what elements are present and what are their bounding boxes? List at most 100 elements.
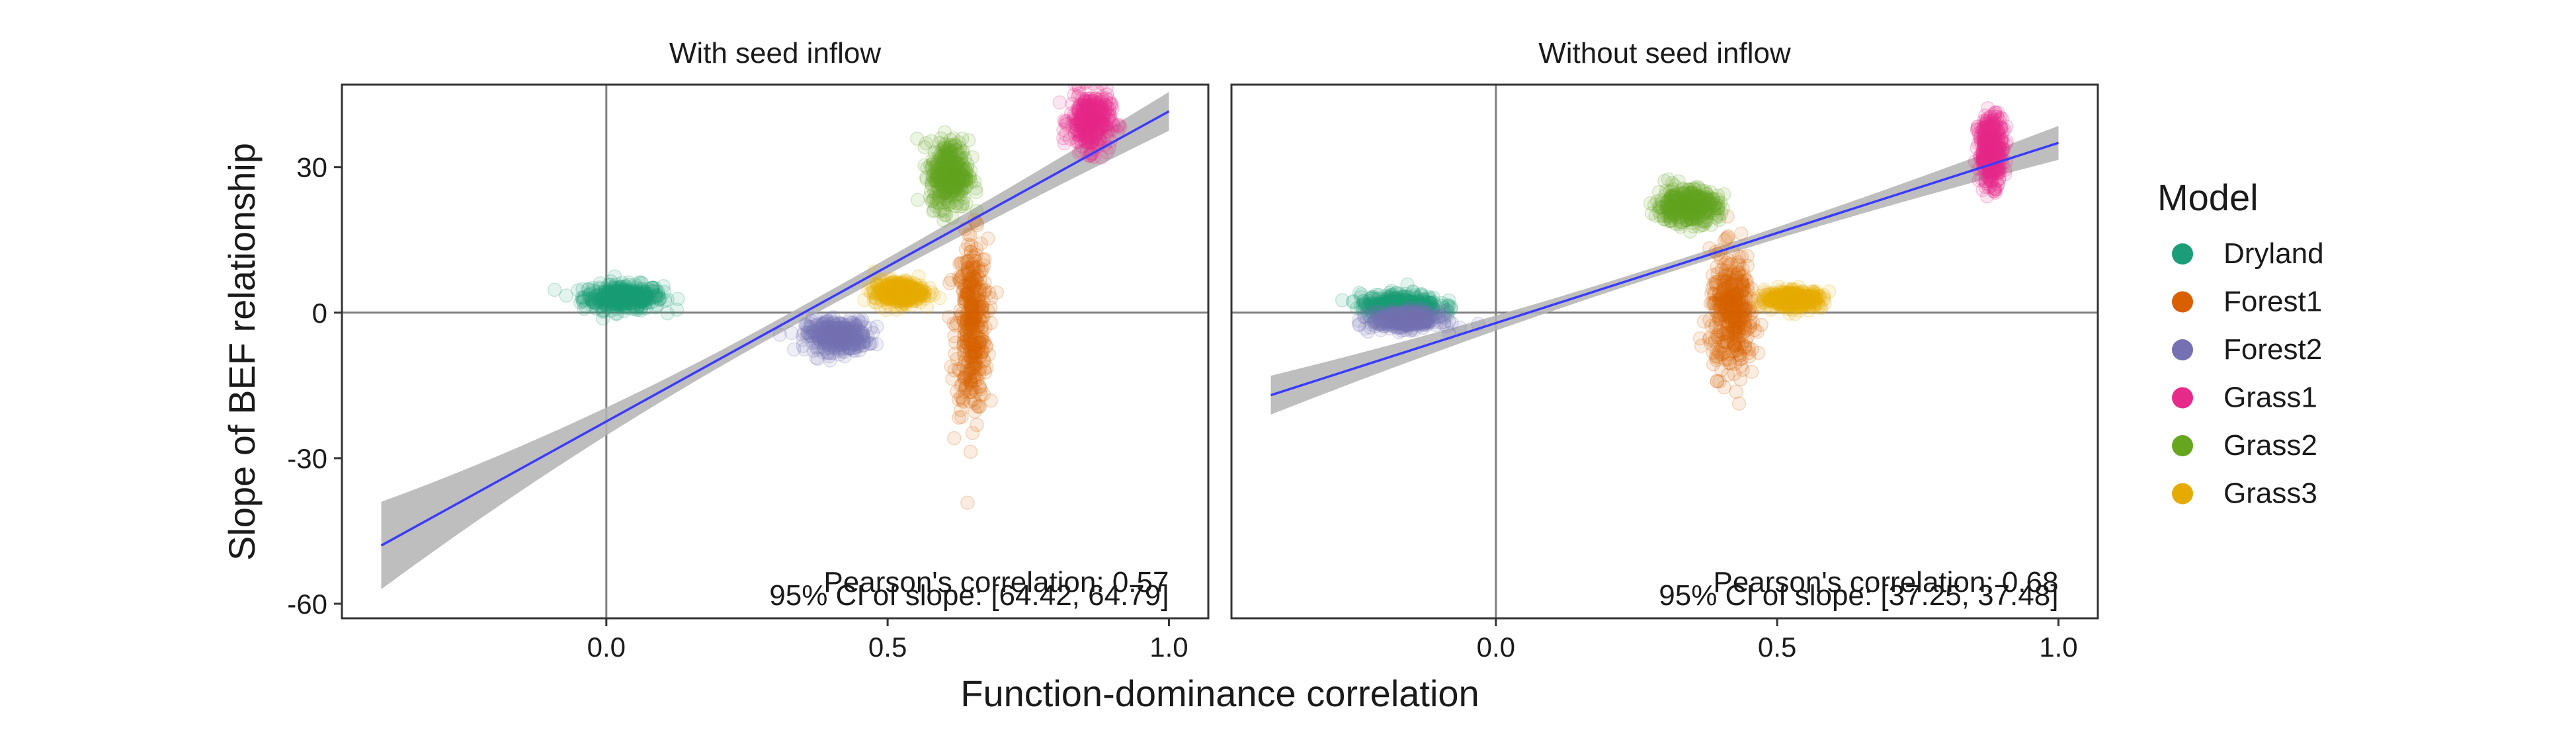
- point-forest2: [847, 337, 862, 352]
- point-grass1: [1077, 124, 1091, 139]
- point-grass2: [947, 153, 962, 169]
- point-grass1: [1067, 126, 1083, 142]
- point-dryland: [609, 302, 624, 316]
- point-grass1: [1102, 102, 1117, 116]
- point-grass1: [1979, 131, 1993, 145]
- point-dryland: [612, 293, 627, 308]
- point-grass2: [938, 185, 952, 200]
- point-forest2: [817, 335, 831, 350]
- point-dryland: [612, 288, 627, 304]
- point-grass1: [1081, 110, 1096, 126]
- point-dryland: [600, 292, 614, 307]
- point-dryland: [616, 282, 631, 297]
- point-forest2: [813, 321, 827, 336]
- point-grass1: [1098, 120, 1113, 136]
- point-grass2: [936, 167, 952, 183]
- point-grass2: [954, 182, 969, 197]
- point-forest2: [842, 341, 857, 356]
- point-dryland: [625, 290, 640, 305]
- point-forest1: [963, 276, 977, 292]
- point-forest1: [964, 309, 978, 323]
- point-grass1: [1071, 145, 1087, 160]
- point-grass1: [1092, 110, 1107, 126]
- point-dryland: [622, 285, 637, 300]
- point-forest2: [852, 343, 867, 358]
- point-grass1: [1084, 118, 1099, 134]
- point-grass2: [945, 174, 960, 189]
- point-forest1: [989, 285, 1005, 300]
- point-forest2: [864, 336, 879, 350]
- series-grass2: [910, 125, 984, 227]
- point-forest1: [963, 337, 978, 351]
- point-dryland: [638, 293, 653, 308]
- legend-label: Grass3: [2223, 477, 2317, 510]
- point-grass1: [1089, 118, 1104, 133]
- point-dryland: [618, 300, 632, 315]
- point-forest2: [822, 320, 837, 335]
- point-dryland: [606, 296, 622, 311]
- point-forest1: [976, 387, 991, 402]
- point-grass2: [951, 171, 966, 185]
- point-dryland: [637, 292, 652, 307]
- point-forest2: [844, 327, 858, 342]
- point-dryland: [624, 289, 640, 304]
- point-grass1: [1081, 108, 1095, 123]
- point-dryland: [638, 288, 653, 304]
- point-grass2: [944, 170, 959, 184]
- point-dryland: [613, 294, 628, 309]
- point-forest1: [968, 339, 983, 353]
- point-dryland: [611, 289, 626, 304]
- point-dryland: [589, 288, 603, 303]
- point-grass2: [923, 184, 938, 198]
- point-forest1: [957, 372, 972, 387]
- point-grass1: [1067, 88, 1081, 102]
- point-grass2: [938, 159, 953, 175]
- confidence-band: [381, 92, 1169, 589]
- point-dryland: [636, 294, 651, 309]
- point-grass1: [1067, 107, 1082, 122]
- point-forest1: [956, 394, 971, 409]
- point-dryland: [606, 293, 620, 307]
- point-forest1: [970, 399, 985, 414]
- point-forest2: [844, 332, 858, 347]
- point-grass1: [1059, 117, 1073, 132]
- point-forest2: [826, 332, 841, 347]
- point-dryland: [636, 282, 650, 296]
- point-forest1: [964, 376, 978, 391]
- point-grass1: [1089, 91, 1103, 106]
- point-forest2: [811, 333, 827, 348]
- point-forest1: [963, 350, 978, 364]
- point-forest2: [817, 327, 832, 343]
- point-forest2: [843, 325, 858, 340]
- point-dryland: [607, 297, 622, 311]
- point-dryland: [634, 276, 649, 291]
- point-forest2: [823, 323, 838, 339]
- legend-label: Dryland: [2223, 237, 2324, 270]
- point-forest2: [819, 322, 835, 337]
- point-dryland: [608, 299, 623, 313]
- point-forest2: [843, 331, 858, 346]
- point-forest1: [973, 348, 988, 364]
- point-forest1: [960, 336, 975, 351]
- point-forest2: [1397, 315, 1413, 331]
- point-forest2: [819, 311, 834, 327]
- point-forest1: [953, 309, 968, 324]
- point-grass1: [1069, 123, 1085, 138]
- point-forest1: [942, 276, 957, 290]
- point-grass2: [948, 178, 963, 192]
- point-forest2: [823, 324, 838, 339]
- point-forest2: [833, 335, 848, 350]
- point-grass1: [1082, 114, 1097, 129]
- point-forest1: [968, 297, 983, 311]
- point-forest2: [827, 325, 841, 341]
- point-forest1: [956, 283, 971, 298]
- point-grass1: [1104, 113, 1118, 128]
- point-forest2: [811, 331, 826, 346]
- point-forest1: [964, 274, 979, 289]
- point-forest2: [816, 330, 831, 345]
- point-dryland: [608, 292, 622, 307]
- point-grass2: [941, 183, 956, 198]
- point-forest1: [1731, 396, 1747, 411]
- point-forest1: [962, 298, 977, 313]
- point-grass2: [940, 153, 955, 169]
